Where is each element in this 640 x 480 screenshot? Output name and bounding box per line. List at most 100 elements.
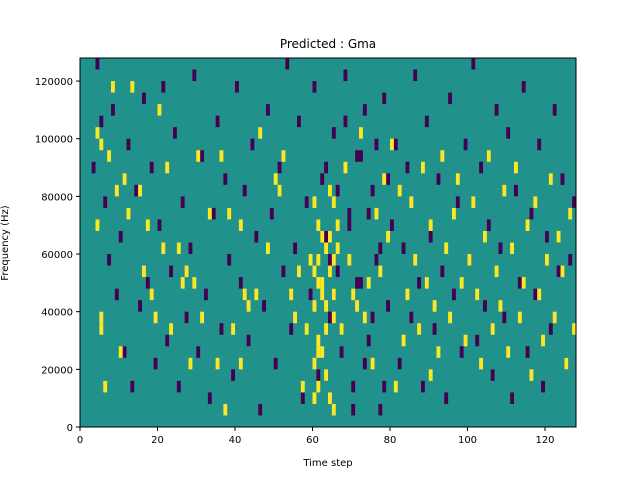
heatmap-cell-high bbox=[273, 173, 278, 185]
heatmap-cell-low bbox=[207, 392, 212, 404]
heatmap-cell-high bbox=[118, 346, 123, 358]
heatmap-cell-low bbox=[510, 392, 515, 404]
heatmap-cell-high bbox=[417, 323, 422, 335]
heatmap-cell-low bbox=[223, 173, 228, 185]
heatmap-cell-high bbox=[122, 173, 127, 185]
heatmap-cell-high bbox=[428, 369, 433, 381]
heatmap-cell-high bbox=[246, 300, 251, 312]
heatmap-cell-high bbox=[114, 184, 119, 197]
heatmap-cell-low bbox=[250, 138, 255, 151]
heatmap-cell-high bbox=[459, 277, 464, 289]
heatmap-cell-low bbox=[188, 242, 193, 255]
y-tick-label: 20000 bbox=[41, 365, 73, 376]
heatmap-cell-low bbox=[568, 254, 573, 266]
heatmap-cell-high bbox=[161, 242, 166, 255]
heatmap-cell-low bbox=[273, 357, 278, 370]
heatmap-cell-low bbox=[506, 127, 511, 139]
heatmap-cell-low bbox=[343, 69, 348, 82]
heatmap-cell-low bbox=[471, 58, 476, 70]
heatmap-cell-high bbox=[328, 265, 332, 278]
heatmap-cell-high bbox=[331, 288, 336, 301]
heatmap-cell-low bbox=[486, 219, 491, 231]
heatmap-cell-high bbox=[564, 357, 569, 370]
heatmap-cell-high bbox=[324, 300, 329, 312]
heatmap-cell-high bbox=[95, 219, 100, 231]
heatmap-cell-low bbox=[545, 230, 549, 243]
heatmap-cell-low bbox=[552, 104, 557, 116]
heatmap-cell-low bbox=[304, 196, 309, 208]
heatmap-cell-low bbox=[347, 207, 352, 220]
heatmap-cell-high bbox=[397, 184, 402, 197]
heatmap-cell-high bbox=[432, 300, 437, 312]
heatmap-cell-low bbox=[126, 138, 131, 151]
x-axis-ticks: 0 20 40 60 80 100 120 bbox=[77, 427, 555, 446]
heatmap-cell-high bbox=[258, 127, 263, 139]
heatmap-cell-high bbox=[529, 369, 534, 381]
heatmap-cell-high bbox=[145, 219, 150, 231]
heatmap-cell-low bbox=[118, 230, 123, 243]
heatmap-cell-low bbox=[405, 161, 410, 174]
y-axis-ticks: 0 20000 40000 60000 80000 100000 120000 bbox=[35, 77, 80, 434]
heatmap-cell-high bbox=[483, 230, 487, 243]
heatmap-cell-low bbox=[347, 219, 352, 231]
heatmap-cell-high bbox=[238, 357, 243, 370]
heatmap-cell-low bbox=[95, 58, 100, 70]
heatmap-cell-high bbox=[521, 277, 526, 289]
heatmap-cell-high bbox=[312, 392, 317, 404]
y-tick-label: 60000 bbox=[41, 250, 73, 261]
heatmap-cell-low bbox=[560, 173, 565, 185]
heatmap-cell-high bbox=[99, 323, 104, 335]
heatmap-cell-low bbox=[138, 300, 143, 312]
heatmap-cell-low bbox=[382, 92, 387, 105]
plot-area bbox=[79, 57, 577, 428]
heatmap-cell-low bbox=[192, 69, 197, 82]
heatmap-cell-low bbox=[103, 196, 108, 208]
heatmap-cell-high bbox=[552, 311, 557, 324]
heatmap-cell-high bbox=[568, 207, 573, 220]
heatmap-cell-high bbox=[514, 161, 518, 174]
heatmap-cell-low bbox=[277, 161, 282, 174]
heatmap-cell-high bbox=[312, 357, 317, 370]
heatmap-cell-high bbox=[537, 288, 542, 301]
heatmap-cell-low bbox=[157, 219, 162, 231]
heatmap-cell-high bbox=[331, 403, 336, 416]
heatmap-cell-high bbox=[401, 334, 406, 347]
heatmap-cell-high bbox=[331, 311, 336, 324]
heatmap-cell-low bbox=[362, 357, 367, 370]
heatmap-cell-low bbox=[370, 184, 375, 197]
heatmap-cell-low bbox=[324, 161, 329, 174]
heatmap-cell-low bbox=[378, 242, 383, 255]
heatmap-cell-high bbox=[130, 81, 135, 93]
heatmap-cell-high bbox=[324, 323, 329, 335]
heatmap-cell-high bbox=[452, 207, 456, 220]
heatmap-cell-high bbox=[343, 161, 348, 174]
heatmap-cell-low bbox=[421, 380, 425, 393]
heatmap-cell-high bbox=[312, 300, 317, 312]
heatmap-cell-high bbox=[359, 127, 363, 139]
heatmap-cell-high bbox=[328, 392, 332, 404]
heatmap-cell-high bbox=[351, 288, 356, 301]
heatmap-cell-low bbox=[145, 277, 150, 289]
heatmap-cell-high bbox=[347, 254, 352, 266]
heatmap-cell-high bbox=[238, 219, 243, 231]
x-tick-label: 120 bbox=[535, 435, 554, 446]
heatmap-cell-high bbox=[138, 184, 143, 197]
heatmap-cell-high bbox=[142, 265, 146, 278]
heatmap-cell-high bbox=[312, 196, 317, 208]
heatmap-cell-low bbox=[401, 242, 406, 255]
heatmap-cell-high bbox=[165, 161, 170, 174]
heatmap-cell-high bbox=[266, 242, 270, 255]
heatmap-cell-high bbox=[99, 311, 104, 324]
heatmap-cell-high bbox=[320, 277, 325, 289]
heatmap-cell-high bbox=[506, 346, 511, 358]
heatmap-cell-high bbox=[196, 150, 201, 162]
heatmap-cell-low bbox=[231, 369, 236, 381]
heatmap-cell-low bbox=[452, 288, 456, 301]
heatmap-cell-low bbox=[490, 369, 495, 381]
heatmap-cell-low bbox=[440, 265, 445, 278]
heatmap-cell-high bbox=[548, 173, 553, 185]
heatmap-cell-high bbox=[107, 150, 112, 162]
heatmap-cell-low bbox=[455, 196, 460, 208]
heatmap-cell-low bbox=[397, 357, 402, 370]
